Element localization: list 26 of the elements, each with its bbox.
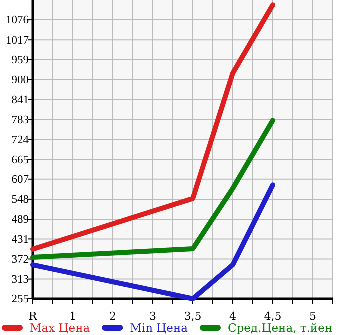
y-tick-label: 959 [12, 54, 30, 66]
y-tick-label: 372 [12, 254, 30, 266]
x-tick-label: 4,5 [264, 310, 282, 324]
legend-label: Сред.Цена, т.йен [228, 321, 333, 335]
y-tick-label: 548 [12, 194, 30, 206]
y-tick-label: 313 [12, 274, 30, 286]
y-tick-label: 724 [12, 134, 30, 146]
y-tick-label: 665 [12, 154, 30, 166]
y-tick-label: 489 [12, 214, 30, 226]
x-tick-label: 2 [110, 310, 116, 324]
x-tick-label: 3,5 [184, 310, 202, 324]
y-tick-label: 255 [12, 294, 30, 306]
y-tick-label: 1076 [6, 14, 30, 27]
y-tick-label: 607 [12, 174, 30, 186]
legend-label: Min Цена [130, 321, 188, 335]
legend-label: Max Цена [30, 321, 90, 335]
y-tick-label: 900 [12, 74, 30, 87]
y-tick-label: 841 [12, 94, 30, 107]
x-tick-label: 3 [150, 310, 156, 324]
y-tick-label: 1017 [6, 34, 30, 47]
x-tick-label: 4 [230, 310, 236, 324]
x-tick-label: 5 [310, 310, 316, 324]
x-tick-label: 1 [70, 310, 76, 324]
y-tick-label: 783 [12, 114, 30, 126]
y-tick-label: 431 [12, 234, 30, 246]
x-tick-label: R [28, 310, 38, 324]
